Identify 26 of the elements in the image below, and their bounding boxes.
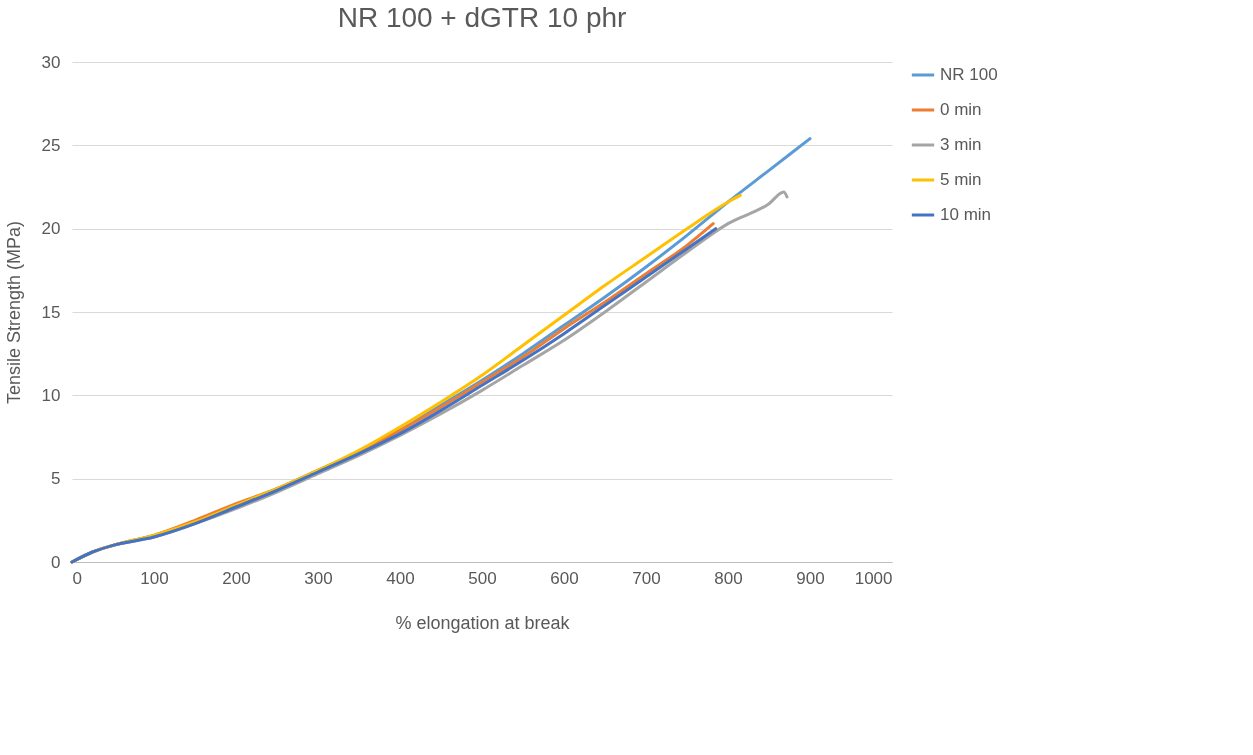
x-tick-label: 800 bbox=[714, 568, 743, 588]
legend-label: 10 min bbox=[940, 205, 992, 224]
y-tick-label: 30 bbox=[41, 52, 61, 72]
x-tick-label: 500 bbox=[468, 568, 497, 588]
y-tick-label: 20 bbox=[41, 219, 61, 239]
legend-label: 5 min bbox=[940, 170, 982, 189]
x-axis-title: % elongation at break bbox=[395, 612, 571, 633]
y-tick-label: 25 bbox=[41, 135, 61, 155]
x-tick-label: 200 bbox=[222, 568, 251, 588]
x-tick-label: 300 bbox=[304, 568, 333, 588]
legend-label: NR 100 bbox=[940, 65, 998, 84]
x-tick-label: 1000 bbox=[854, 568, 893, 588]
y-tick-label: 5 bbox=[51, 469, 61, 489]
y-axis-title: Tensile Strength (MPa) bbox=[3, 220, 24, 405]
x-tick-label: 100 bbox=[140, 568, 169, 588]
x-tick-label: 0 bbox=[72, 568, 82, 588]
y-tick-label: 10 bbox=[41, 385, 61, 405]
x-tick-label: 600 bbox=[550, 568, 579, 588]
x-tick-label: 900 bbox=[796, 568, 825, 588]
legend-label: 0 min bbox=[940, 100, 982, 119]
y-tick-label: 15 bbox=[41, 302, 61, 322]
chart-title: NR 100 + dGTR 10 phr bbox=[337, 2, 627, 33]
x-tick-label: 400 bbox=[386, 568, 415, 588]
legend-label: 3 min bbox=[940, 135, 982, 154]
x-tick-label: 700 bbox=[632, 568, 661, 588]
y-tick-label: 0 bbox=[51, 552, 61, 572]
